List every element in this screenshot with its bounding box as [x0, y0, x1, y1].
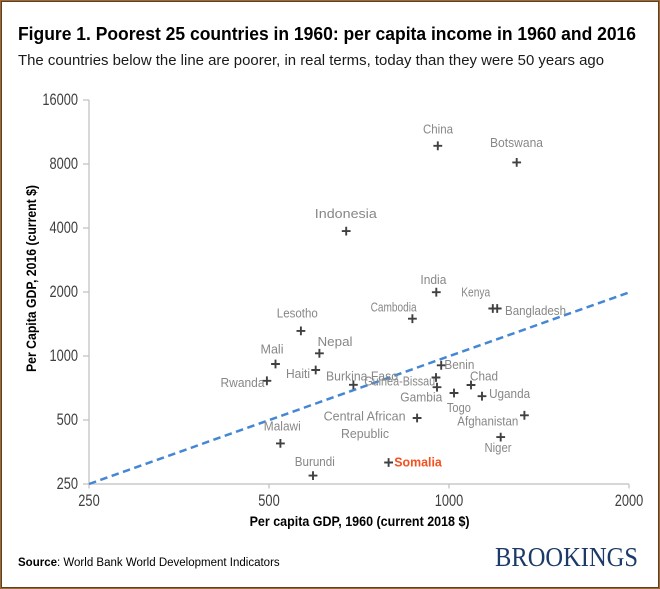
svg-text:Gambia: Gambia	[400, 390, 443, 405]
svg-text:Republic: Republic	[341, 426, 389, 441]
svg-text:Benin: Benin	[444, 357, 474, 372]
svg-text:Haiti: Haiti	[286, 366, 310, 381]
svg-text:Indonesia: Indonesia	[315, 206, 378, 221]
svg-text:Nepal: Nepal	[318, 334, 353, 349]
svg-text:Burundi: Burundi	[295, 454, 335, 469]
svg-text:Togo: Togo	[447, 400, 471, 415]
svg-text:16000: 16000	[42, 91, 78, 109]
svg-text:Central African: Central African	[324, 409, 406, 424]
svg-text:Rwanda: Rwanda	[221, 375, 266, 390]
svg-text:Bangladesh: Bangladesh	[505, 303, 566, 318]
svg-text:1000: 1000	[50, 347, 79, 365]
svg-text:Niger: Niger	[485, 440, 513, 455]
svg-text:250: 250	[57, 475, 78, 493]
svg-text:2000: 2000	[615, 492, 644, 510]
svg-text:Afghanistan: Afghanistan	[457, 413, 518, 428]
svg-text:Mali: Mali	[261, 341, 284, 356]
svg-text:500: 500	[258, 492, 279, 510]
svg-text:Kenya: Kenya	[461, 285, 491, 300]
svg-text:250: 250	[78, 492, 99, 510]
svg-text:India: India	[420, 272, 447, 287]
svg-text:Botswana: Botswana	[490, 135, 544, 150]
svg-text:China: China	[423, 122, 454, 137]
svg-text:Per capita GDP, 1960 (current: Per capita GDP, 1960 (current 2018 $)	[250, 513, 470, 529]
svg-text:Lesotho: Lesotho	[277, 305, 318, 320]
svg-text:4000: 4000	[50, 219, 79, 237]
svg-text:1000: 1000	[435, 492, 464, 510]
svg-text:Malawi: Malawi	[264, 419, 301, 434]
svg-text:Chad: Chad	[470, 369, 498, 384]
svg-text:Burkina Faso: Burkina Faso	[326, 368, 398, 383]
svg-text:Guinea-Bissau: Guinea-Bissau	[364, 374, 435, 389]
svg-text:2000: 2000	[50, 283, 79, 301]
svg-text:Per Capita GDP, 2016 (current: Per Capita GDP, 2016 (current $)	[23, 185, 39, 372]
svg-text:BROOKINGS: BROOKINGS	[495, 542, 638, 572]
svg-text:Uganda: Uganda	[489, 386, 531, 401]
svg-text:Figure 1. Poorest 25 countries: Figure 1. Poorest 25 countries in 1960: …	[18, 24, 636, 44]
svg-text:Somalia: Somalia	[394, 455, 442, 470]
svg-text:500: 500	[57, 411, 78, 429]
svg-text:Source: World Bank World Devel: Source: World Bank World Development Ind…	[18, 557, 280, 569]
svg-text:The countries below the line a: The countries below the line are poorer,…	[18, 53, 604, 69]
svg-text:8000: 8000	[50, 155, 79, 173]
svg-text:Cambodia: Cambodia	[371, 300, 418, 315]
